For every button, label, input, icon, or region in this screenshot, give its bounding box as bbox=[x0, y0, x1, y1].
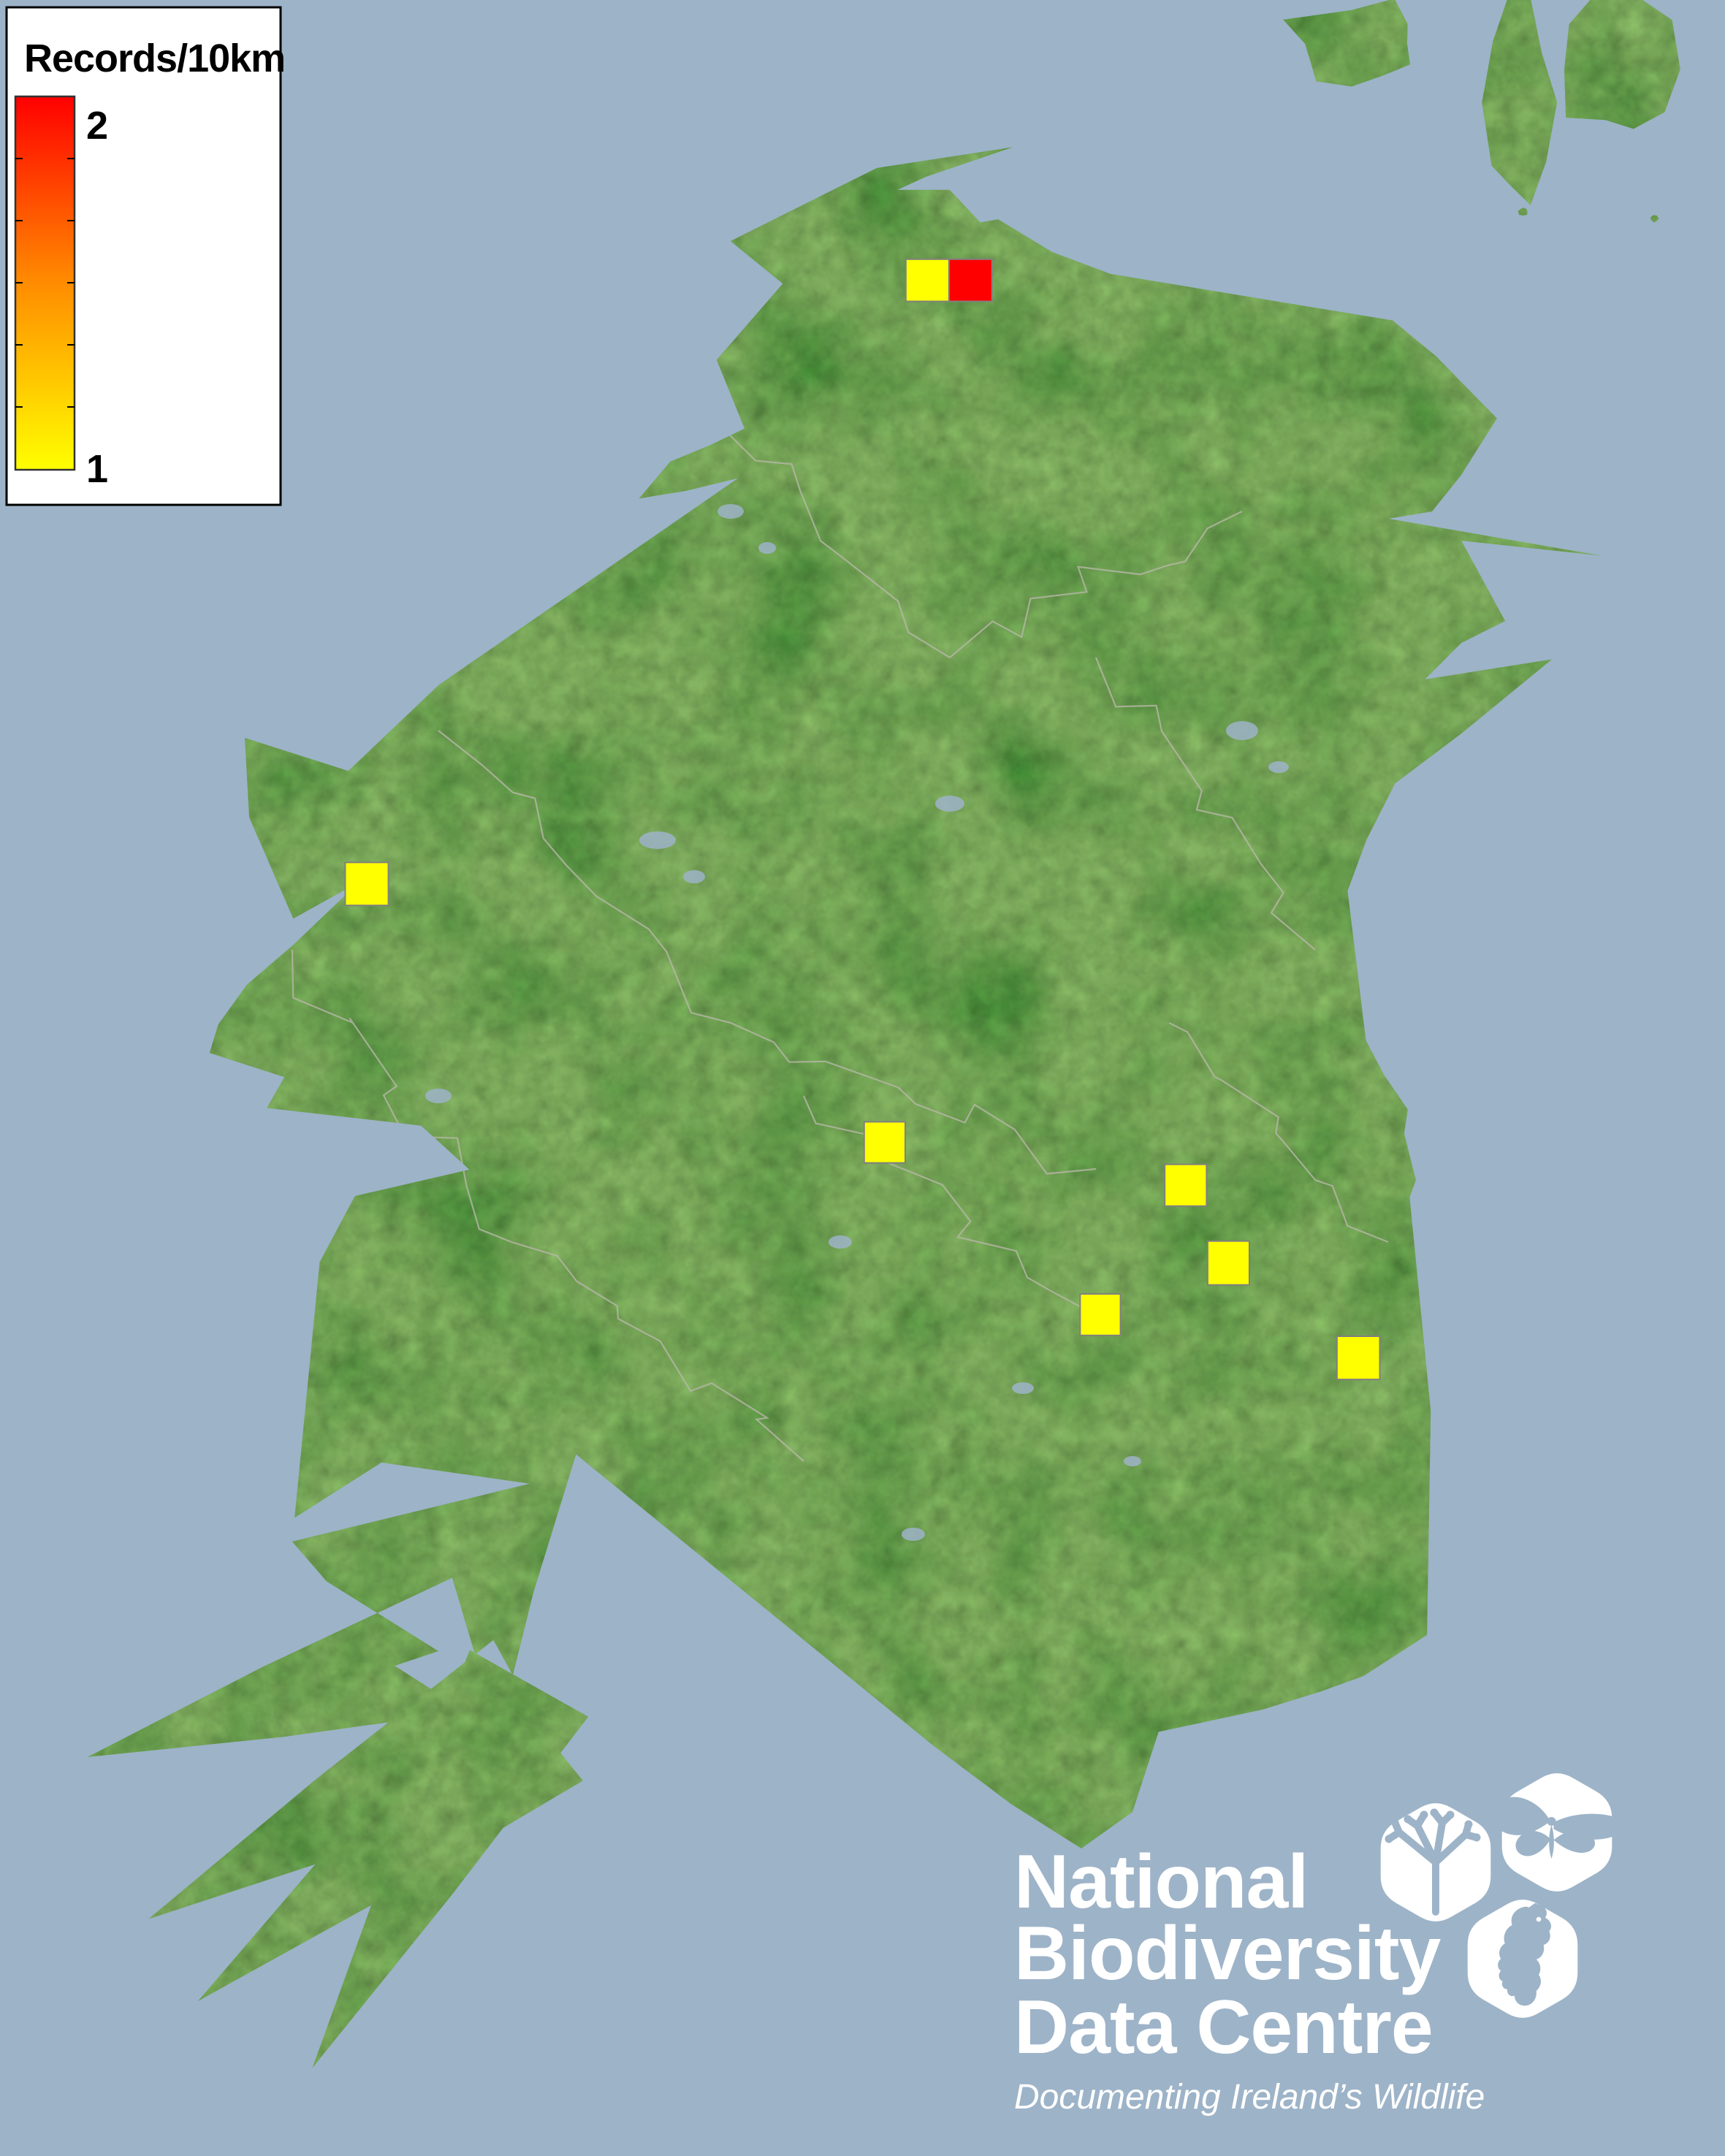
svg-text:1: 1 bbox=[86, 447, 108, 491]
svg-text:2: 2 bbox=[86, 104, 108, 148]
svg-text:Documenting Ireland’s Wildlife: Documenting Ireland’s Wildlife bbox=[1014, 2078, 1485, 2117]
svg-text:Biodiversity: Biodiversity bbox=[1014, 1911, 1441, 1996]
svg-text:Data Centre: Data Centre bbox=[1014, 1985, 1433, 2070]
svg-text:Records/10km: Records/10km bbox=[24, 37, 285, 80]
